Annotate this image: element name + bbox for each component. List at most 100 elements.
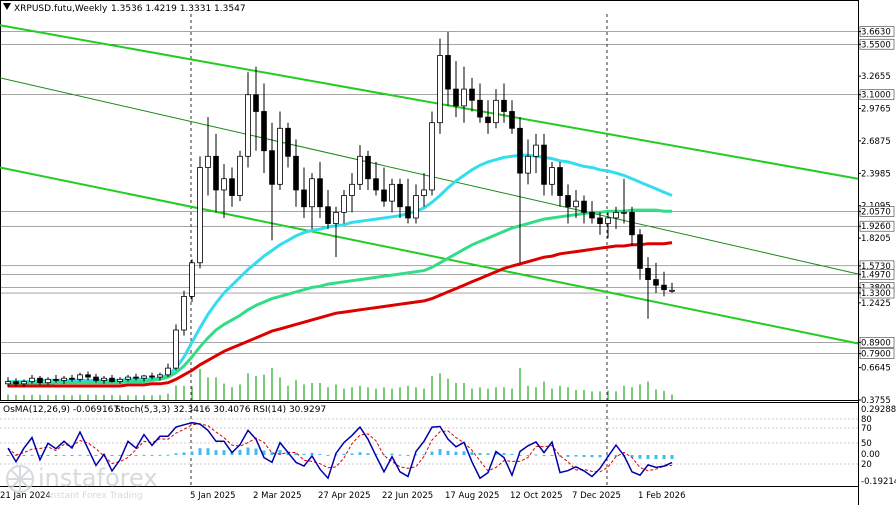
candle-body-19 (157, 374, 163, 378)
indicator-tick-label-3: 50 (861, 439, 872, 449)
instaforex-watermark: instaforex Instant Forex Trading (6, 464, 158, 501)
candle-body-75 (605, 217, 611, 224)
candle-body-57 (461, 88, 467, 107)
price-tick-label-16: 0.8900 (861, 338, 891, 348)
candle-body-10 (85, 374, 91, 378)
osma-bar-68 (550, 455, 554, 456)
candle-body-54 (437, 55, 443, 124)
price-tick-label-9: 1.9260 (861, 222, 891, 232)
candle-body-9 (77, 374, 83, 380)
rsi-label: RSI(14) 30.9297 (253, 405, 326, 415)
candle-body-48 (389, 183, 395, 202)
candle-body-79 (637, 234, 643, 269)
candle-body-12 (101, 377, 107, 381)
osma-bar-63 (510, 453, 514, 455)
price-tick-label-12: 1.4970 (861, 270, 891, 280)
price-tick-label-1: 3.5500 (861, 40, 891, 50)
osma-bar-53 (430, 451, 434, 455)
osma-bar-80 (646, 455, 650, 460)
indicator-tick-label-5: 0.00 (861, 450, 880, 460)
osma-bar-64 (518, 455, 522, 456)
candlestick-series (5, 31, 675, 388)
osma-bar-48 (390, 453, 394, 455)
candle-body-56 (453, 88, 459, 107)
price-tick-label-4: 2.9765 (861, 105, 891, 115)
volume-bars (7, 368, 673, 400)
candle-body-16 (133, 376, 139, 379)
candle-body-67 (541, 144, 547, 185)
candle-body-14 (117, 378, 123, 382)
price-tick-label-18: 0.6645 (861, 364, 891, 374)
candle-body-72 (581, 200, 587, 213)
osma-bar-66 (534, 454, 538, 456)
osma-bar-51 (414, 454, 418, 456)
osma-bar-55 (446, 450, 450, 455)
osma-bar-22 (182, 452, 186, 455)
candle-body-3 (29, 377, 35, 382)
dropdown-triangle-icon[interactable] (3, 3, 11, 10)
osma-bar-65 (526, 455, 530, 456)
osma-bar-5 (46, 454, 50, 456)
watermark-tagline: Instant Forex Trading (48, 491, 143, 501)
candle-body-13 (109, 377, 115, 382)
indicator-tick-label-1: 80 (861, 415, 872, 425)
candle-body-65 (525, 155, 531, 174)
candle-body-0 (5, 381, 11, 385)
osma-bar-10 (86, 454, 90, 456)
price-tick-label-8: 2.0570 (861, 208, 891, 218)
osma-bar-56 (454, 451, 458, 455)
candle-body-6 (53, 378, 59, 381)
price-tick-label-19: 0.3755 (861, 396, 891, 406)
osma-bar-83 (670, 455, 674, 460)
candle-body-68 (549, 167, 555, 185)
candle-body-58 (469, 88, 475, 101)
candle-body-52 (421, 189, 427, 196)
osma-bar-18 (150, 454, 154, 456)
osma-bar-19 (158, 454, 162, 456)
candle-body-41 (333, 211, 339, 224)
osma-bar-0 (6, 455, 10, 456)
time-tick-label-5: 17 Aug 2025 (445, 491, 499, 501)
candle-body-28 (229, 178, 235, 196)
candle-body-11 (93, 376, 99, 381)
osma-bar-74 (598, 455, 602, 458)
osma-bar-3 (30, 454, 34, 456)
osma-bar-61 (494, 452, 498, 455)
candle-body-25 (205, 155, 211, 168)
price-tick-label-11: 1.5730 (861, 262, 891, 272)
osma-bar-81 (654, 455, 658, 460)
osma-bar-9 (78, 454, 82, 456)
ma-red-line (8, 241, 673, 388)
candle-body-45 (365, 155, 371, 180)
candle-body-38 (309, 178, 315, 208)
candle-body-42 (341, 195, 347, 213)
ma-green-line (8, 208, 672, 386)
osma-bar-47 (382, 454, 386, 456)
osma-bar-73 (590, 455, 594, 458)
candle-body-63 (509, 111, 515, 129)
candle-body-80 (645, 267, 651, 280)
price-tick-label-15: 1.2425 (861, 299, 891, 309)
time-tick-label-3: 27 Apr 2025 (318, 491, 371, 501)
osma-bar-13 (110, 455, 114, 456)
osma-bar-32 (262, 450, 266, 455)
osma-bar-67 (542, 455, 546, 457)
osma-bar-57 (462, 451, 466, 455)
candle-body-43 (349, 183, 355, 196)
candle-body-62 (501, 99, 507, 112)
osma-bar-59 (478, 452, 482, 455)
candle-body-64 (517, 127, 523, 174)
osma-bar-16 (134, 454, 138, 456)
candle-body-1 (13, 381, 19, 385)
osma-bar-45 (366, 453, 370, 455)
time-tick-label-8: 1 Feb 2026 (638, 491, 686, 501)
candle-body-73 (589, 211, 595, 219)
stoch-main-line (7, 421, 673, 480)
candle-body-17 (141, 375, 147, 379)
osma-bar-79 (638, 455, 642, 459)
osma-bar-33 (270, 452, 274, 455)
candle-body-37 (301, 189, 307, 208)
